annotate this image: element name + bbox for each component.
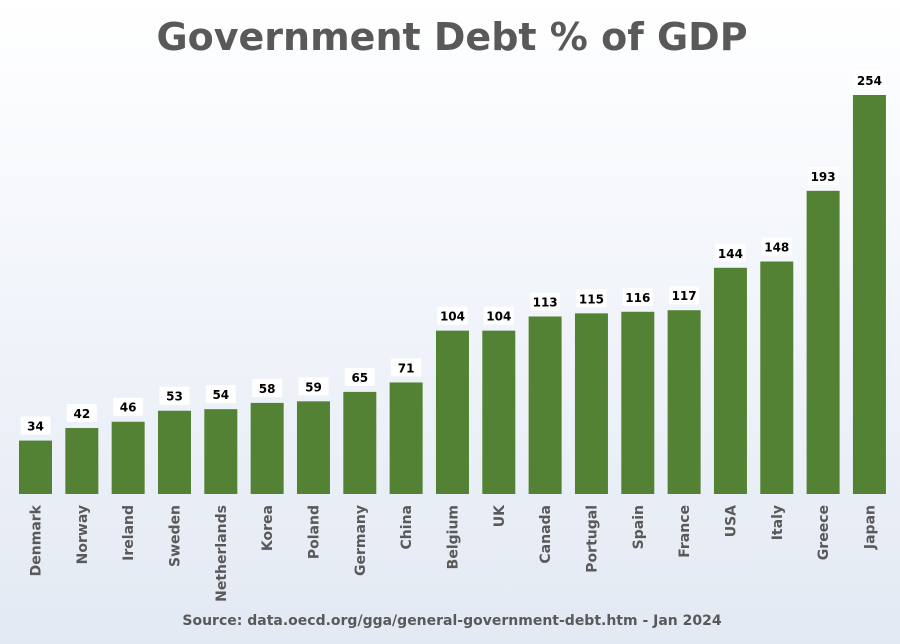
data-label-box — [761, 237, 792, 256]
data-label: 65 — [351, 371, 368, 385]
category-label: Netherlands — [214, 505, 230, 602]
category-label: UK — [492, 504, 508, 527]
data-label: 59 — [305, 380, 322, 394]
category-label: USA — [723, 505, 739, 537]
data-label-box — [530, 292, 561, 311]
bar-denmark — [19, 440, 52, 494]
bar-germany — [343, 391, 377, 494]
data-label-box — [483, 306, 514, 325]
bar-japan — [852, 95, 886, 494]
data-label: 104 — [486, 310, 511, 324]
data-label-box — [205, 385, 236, 404]
chart-title: Government Debt % of GDP — [156, 15, 747, 59]
data-label: 42 — [73, 407, 90, 421]
data-label-box — [391, 358, 422, 377]
data-label: 254 — [857, 74, 882, 88]
data-label: 46 — [120, 401, 137, 415]
data-label: 34 — [27, 420, 44, 434]
data-label: 117 — [672, 289, 697, 303]
category-label: Greece — [816, 505, 832, 560]
data-label: 53 — [166, 390, 183, 404]
data-label-box — [622, 287, 653, 306]
bar-italy — [760, 261, 794, 494]
bar-ireland — [111, 421, 145, 494]
bar-china — [389, 382, 423, 494]
data-label: 71 — [398, 361, 415, 375]
category-label: Ireland — [121, 505, 137, 561]
data-label: 193 — [811, 170, 836, 184]
data-label-box — [159, 386, 190, 405]
category-label: Sweden — [167, 505, 183, 567]
data-label-box — [20, 416, 51, 435]
category-label: Norway — [75, 505, 91, 564]
category-label: Japan — [862, 505, 878, 550]
data-label-box — [437, 306, 468, 325]
category-label: Germany — [353, 505, 369, 576]
data-label-box — [252, 378, 283, 397]
bar-uk — [482, 330, 516, 494]
data-label: 116 — [625, 291, 650, 305]
data-label-box — [576, 289, 607, 308]
bar-france — [667, 310, 701, 494]
category-label: Canada — [538, 505, 554, 564]
bar-netherlands — [204, 409, 238, 494]
bar-portugal — [574, 313, 608, 494]
bar-greece — [806, 190, 840, 495]
category-label: Portugal — [584, 505, 600, 573]
category-label: Italy — [770, 505, 786, 540]
bar-spain — [621, 311, 655, 494]
category-label: Korea — [260, 505, 276, 551]
data-label: 113 — [533, 295, 558, 309]
data-label-box — [854, 71, 885, 89]
data-label-box — [344, 367, 375, 386]
bar-canada — [528, 316, 562, 494]
data-label: 58 — [259, 382, 276, 396]
data-label-box — [715, 243, 746, 262]
data-label-box — [113, 397, 144, 416]
bar-norway — [65, 428, 99, 494]
category-label: Denmark — [29, 504, 45, 576]
data-label-box — [669, 286, 700, 305]
category-label: China — [399, 505, 415, 549]
data-label: 115 — [579, 292, 604, 306]
bar-poland — [296, 401, 330, 494]
data-label: 104 — [440, 310, 465, 324]
data-label: 148 — [764, 241, 789, 255]
data-label-box — [808, 166, 839, 185]
data-label: 54 — [212, 388, 229, 402]
bar-korea — [250, 402, 284, 494]
data-label-box — [298, 377, 329, 396]
bar-belgium — [435, 330, 469, 494]
chart-source: Source: data.oecd.org/gga/general-govern… — [182, 613, 721, 629]
data-label: 144 — [718, 247, 743, 261]
category-label: Spain — [631, 505, 647, 549]
category-label: France — [677, 505, 693, 558]
bar-usa — [713, 267, 747, 494]
category-label: Belgium — [445, 505, 461, 569]
bar-sweden — [157, 410, 191, 494]
data-label-box — [66, 404, 97, 423]
category-label: Poland — [306, 505, 322, 559]
